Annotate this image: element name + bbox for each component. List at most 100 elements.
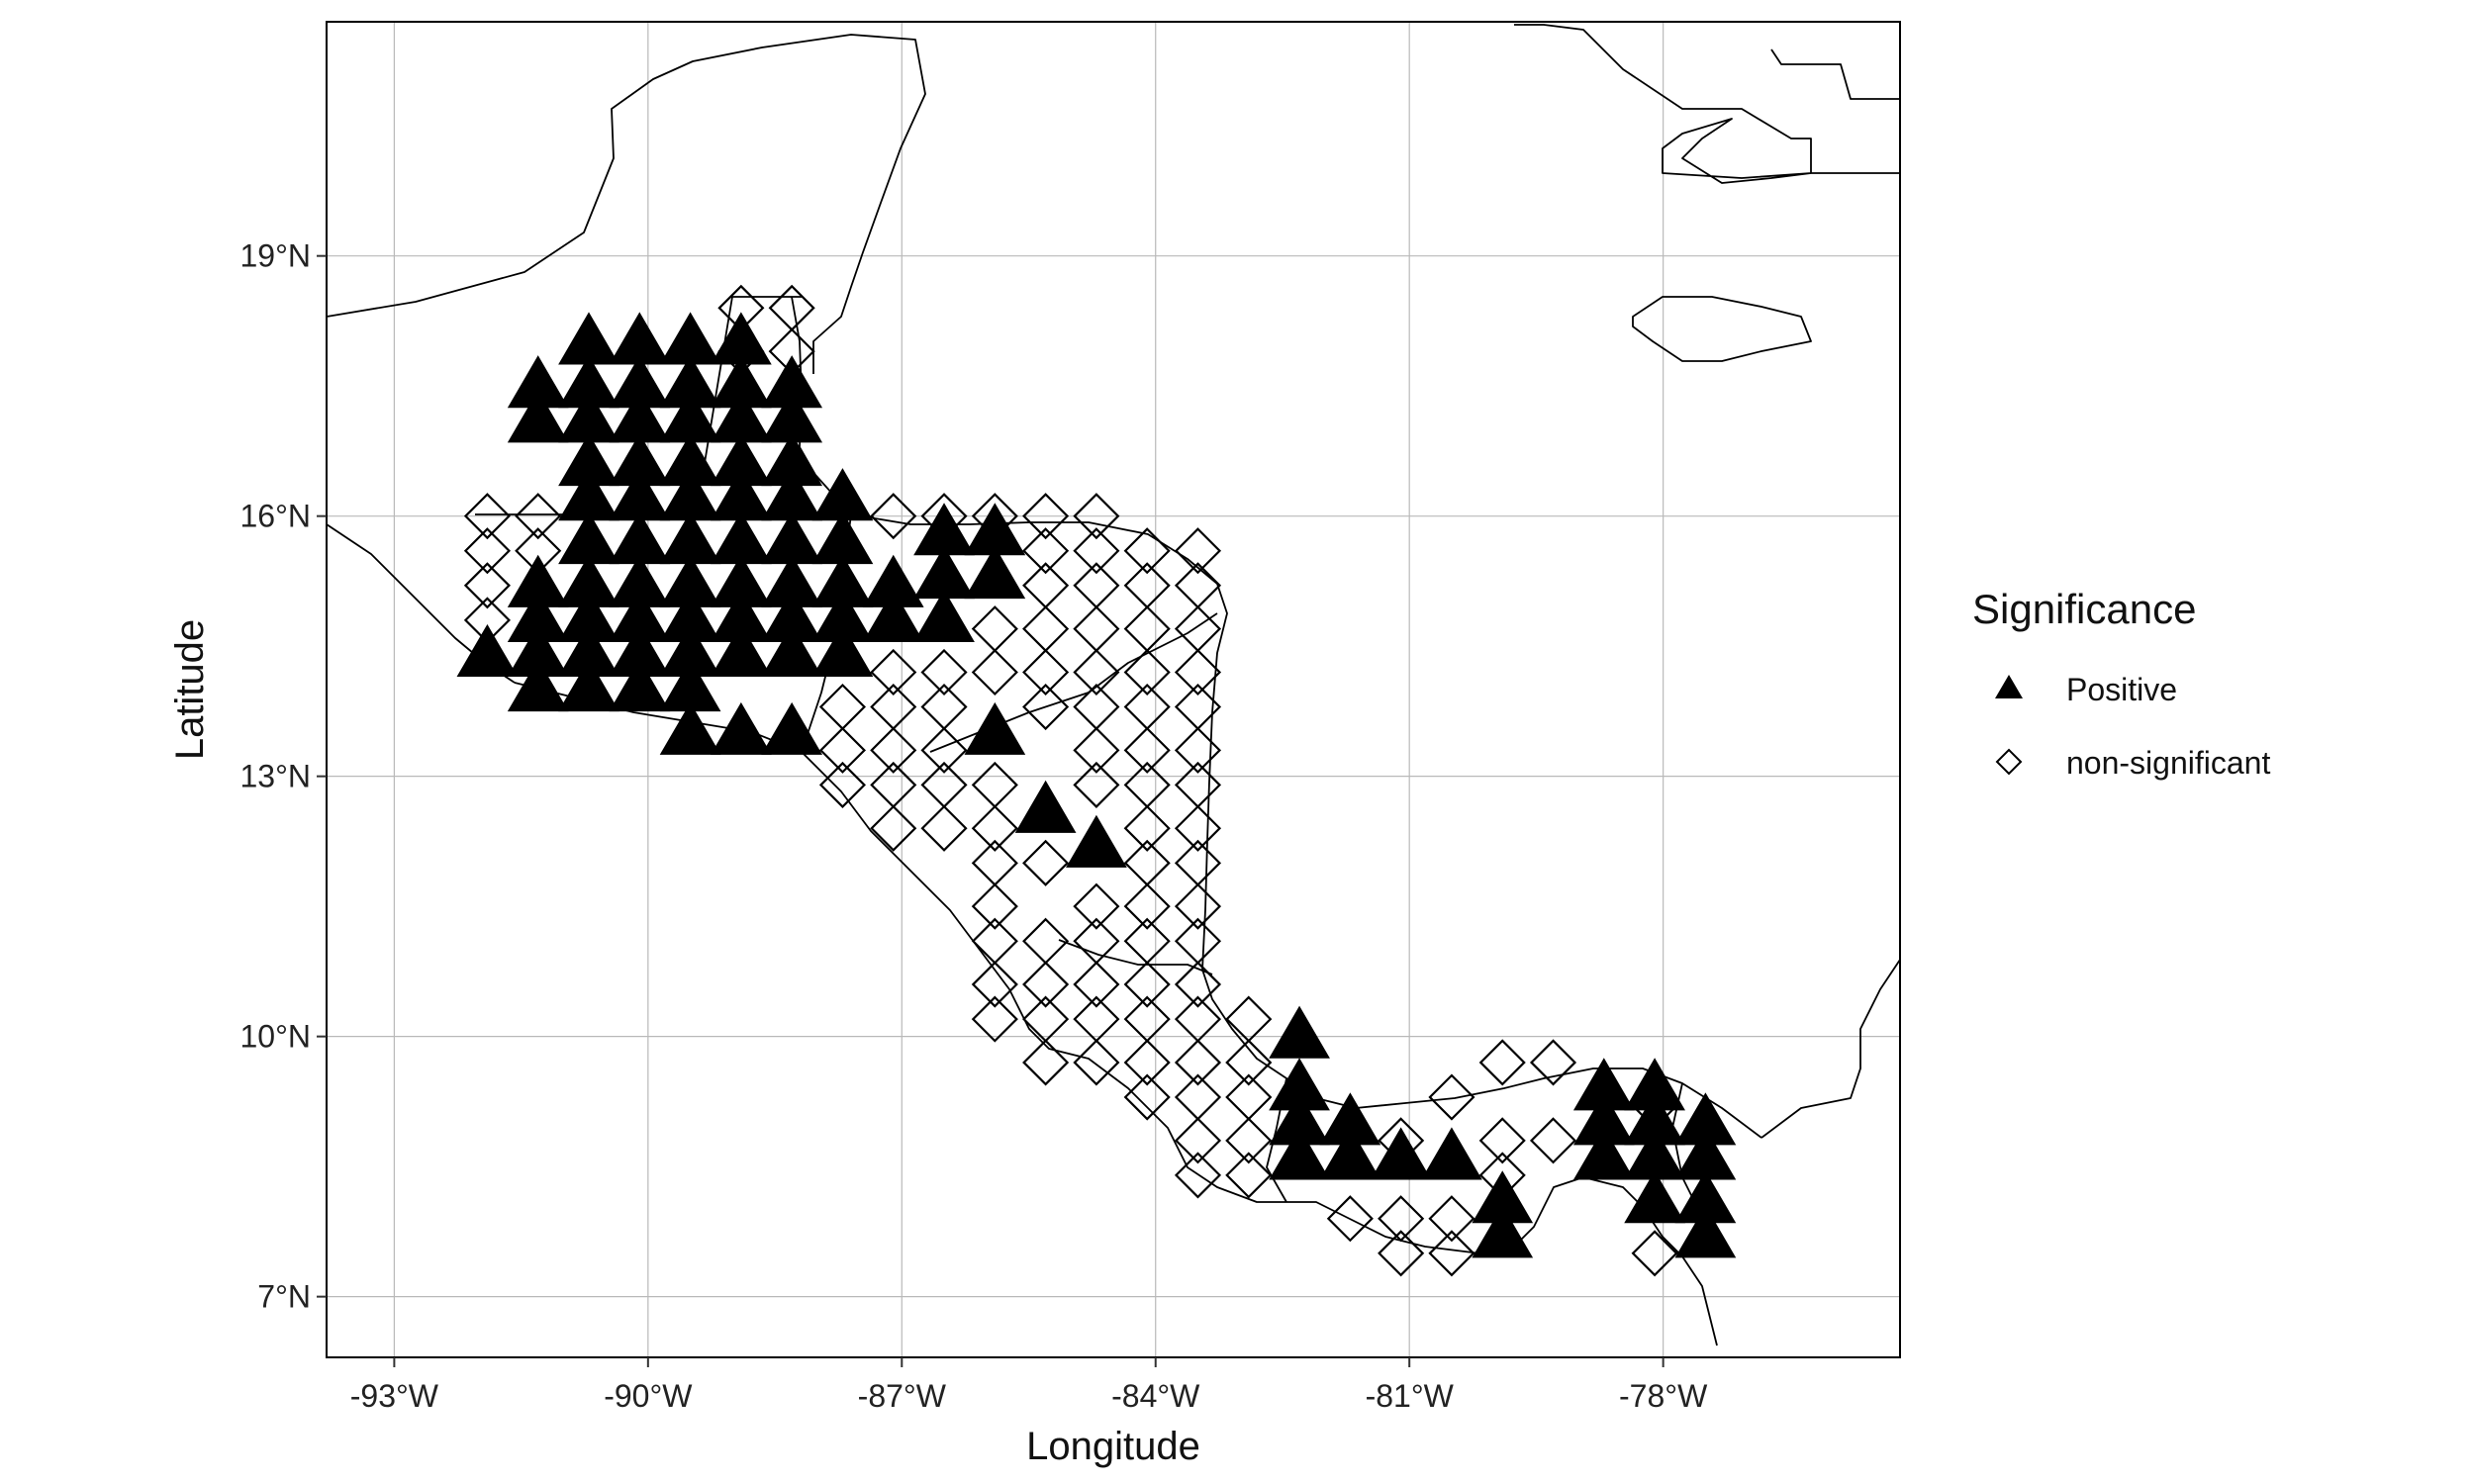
point-non-significant-44 <box>920 726 968 774</box>
plot-panel-border <box>326 21 1901 1358</box>
point-non-significant-94 <box>1225 1117 1273 1164</box>
legend-label-non-significant: non-significant <box>2066 745 2270 781</box>
point-non-significant-85 <box>1073 1039 1120 1086</box>
point-non-significant-93 <box>1174 1117 1222 1164</box>
series-positive <box>456 312 1737 1258</box>
point-positive-58 <box>558 659 619 712</box>
point-non-significant-4 <box>463 493 511 540</box>
point-non-significant-84 <box>1022 1039 1070 1086</box>
point-non-significant-30 <box>971 648 1018 696</box>
point-non-significant-105 <box>1428 1230 1475 1277</box>
legend-label-positive: Positive <box>2066 672 2177 707</box>
x-tick-label-2: -87°W <box>858 1378 947 1414</box>
point-non-significant-46 <box>1123 726 1171 774</box>
point-non-significant-28 <box>870 648 917 696</box>
point-positive-59 <box>609 659 671 712</box>
point-non-significant-31 <box>1022 648 1070 696</box>
point-non-significant-87 <box>1174 1039 1222 1086</box>
point-non-significant-38 <box>1022 683 1070 731</box>
y-tick-label-3: 16°N <box>240 499 312 534</box>
x-tick-label-0: -93°W <box>350 1378 439 1414</box>
point-positive-49 <box>456 623 519 678</box>
point-non-significant-42 <box>818 726 867 774</box>
point-positive-55 <box>761 623 823 678</box>
coast-cuba <box>1514 24 1900 184</box>
point-non-significant-102 <box>1378 1195 1425 1243</box>
point-non-significant-78 <box>971 995 1018 1043</box>
series-non-significant <box>463 284 1678 1277</box>
x-tick-label-1: -90°W <box>604 1378 693 1414</box>
point-non-significant-64 <box>971 882 1018 930</box>
point-non-significant-47 <box>1174 726 1222 774</box>
point-non-significant-97 <box>1529 1117 1577 1164</box>
point-non-significant-29 <box>920 648 968 696</box>
y-axis-title: Latitude <box>168 619 212 760</box>
point-positive-71 <box>1066 814 1127 868</box>
x-tick-label-5: -78°W <box>1619 1378 1708 1414</box>
legend-key-positive-triangle <box>1995 675 2023 698</box>
point-non-significant-108 <box>1529 1039 1577 1086</box>
point-positive-77 <box>1319 1127 1381 1180</box>
point-positive-56 <box>811 623 874 678</box>
point-non-significant-86 <box>1123 1039 1171 1086</box>
point-non-significant-101 <box>1326 1195 1374 1243</box>
point-positive-78 <box>1370 1127 1432 1180</box>
point-non-significant-92 <box>1428 1073 1475 1121</box>
y-tick-label-1: 10°N <box>240 1019 312 1055</box>
point-non-significant-13 <box>1022 493 1070 540</box>
point-non-significant-45 <box>1073 726 1120 774</box>
point-non-significant-65 <box>1073 882 1120 930</box>
point-positive-90 <box>1624 1170 1685 1224</box>
y-axis: 7°N 10°N 13°N 16°N 19°N <box>240 238 327 1315</box>
coast-jamaica <box>1632 296 1812 362</box>
point-positive-54 <box>711 623 772 678</box>
point-positive-87 <box>1572 1127 1635 1180</box>
point-positive-69 <box>964 701 1026 755</box>
coast-yucatan <box>327 34 926 374</box>
point-non-significant-99 <box>1225 1152 1273 1199</box>
point-non-significant-77 <box>1174 961 1222 1008</box>
point-non-significant-59 <box>1174 804 1222 852</box>
point-non-significant-16 <box>1073 527 1120 575</box>
point-non-significant-106 <box>1631 1230 1678 1277</box>
point-non-significant-98 <box>1174 1152 1222 1199</box>
point-non-significant-32 <box>1073 648 1120 696</box>
point-non-significant-56 <box>920 804 968 852</box>
point-non-significant-66 <box>1123 882 1171 930</box>
point-non-significant-14 <box>1073 493 1120 540</box>
point-non-significant-52 <box>1073 761 1120 808</box>
point-non-significant-58 <box>1123 804 1171 852</box>
point-non-significant-33 <box>1123 648 1171 696</box>
point-positive-81 <box>1472 1205 1534 1258</box>
point-non-significant-96 <box>1478 1117 1526 1164</box>
point-positive-63 <box>761 701 823 755</box>
y-tick-label-0: 7°N <box>257 1279 311 1315</box>
point-positive-76 <box>1269 1127 1330 1180</box>
point-non-significant-43 <box>870 726 917 774</box>
graticule <box>327 22 1900 1357</box>
point-positive-72 <box>1269 1005 1330 1059</box>
point-non-significant-89 <box>1123 1073 1171 1121</box>
point-non-significant-88 <box>1225 1039 1273 1086</box>
point-non-significant-17 <box>1123 527 1171 575</box>
point-positive-1 <box>507 390 569 443</box>
coast-caribbean <box>850 513 1762 1139</box>
point-non-significant-55 <box>870 804 917 852</box>
point-non-significant-5 <box>515 493 562 540</box>
border-nicaragua-costarica <box>1058 939 1213 975</box>
point-non-significant-75 <box>1073 961 1120 1008</box>
point-non-significant-6 <box>463 527 511 575</box>
point-non-significant-18 <box>1174 527 1222 575</box>
point-positive-68 <box>913 589 975 642</box>
point-non-significant-34 <box>1174 648 1222 696</box>
point-positive-67 <box>964 546 1026 600</box>
point-non-significant-73 <box>971 961 1018 1008</box>
point-non-significant-76 <box>1123 961 1171 1008</box>
point-positive-62 <box>711 701 772 755</box>
point-non-significant-61 <box>1022 839 1070 886</box>
point-non-significant-8 <box>463 562 511 609</box>
y-tick-label-4: 19°N <box>240 238 312 274</box>
point-non-significant-48 <box>818 761 867 808</box>
